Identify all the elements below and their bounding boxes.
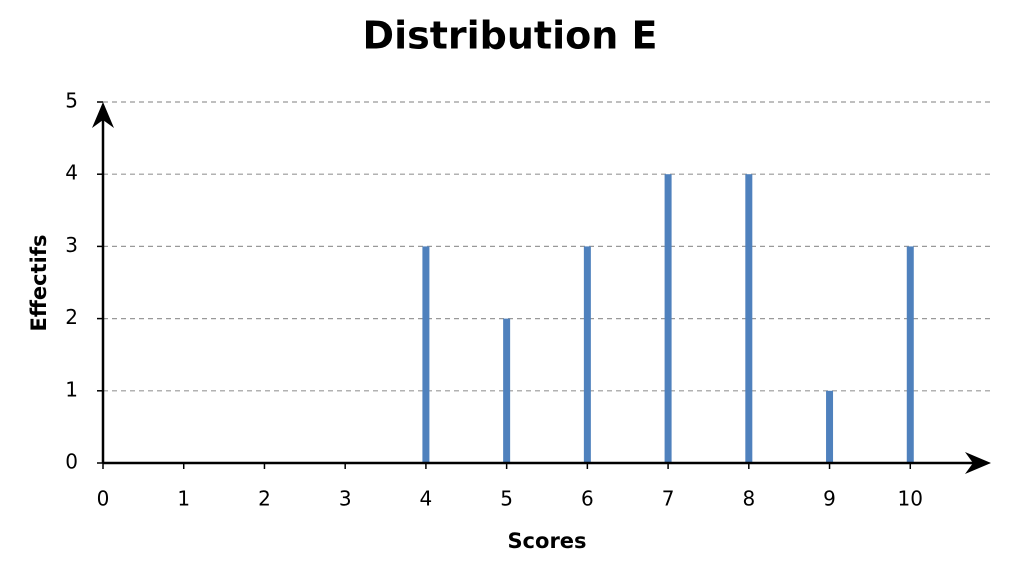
y-tick-label: 5 — [65, 89, 78, 113]
x-axis-title: Scores — [507, 529, 586, 553]
x-tick-label: 4 — [420, 487, 433, 511]
y-axis-title: Effectifs — [27, 235, 51, 332]
y-tick-label: 1 — [65, 377, 78, 401]
x-tick-label: 8 — [742, 487, 755, 511]
x-axis-arrow — [965, 452, 991, 474]
y-axis-arrow — [92, 102, 114, 128]
y-tick-label: 3 — [65, 233, 78, 257]
bar — [664, 174, 672, 463]
x-tick-label: 3 — [339, 487, 352, 511]
bar — [745, 174, 753, 463]
x-tick-label: 5 — [500, 487, 513, 511]
bar — [422, 246, 430, 463]
y-tick-label: 0 — [65, 450, 78, 474]
x-tick-label: 7 — [662, 487, 675, 511]
x-tick-label: 9 — [823, 487, 836, 511]
x-tick-label: 1 — [177, 487, 190, 511]
chart-title: Distribution E — [363, 14, 658, 58]
bar — [583, 246, 591, 463]
bar — [503, 318, 511, 463]
bar — [826, 390, 834, 463]
y-tick-label: 4 — [65, 161, 78, 185]
x-tick-label: 10 — [898, 487, 923, 511]
x-tick-label: 0 — [97, 487, 110, 511]
x-tick-label: 2 — [258, 487, 271, 511]
bar — [906, 246, 914, 463]
x-tick-label: 6 — [581, 487, 594, 511]
y-tick-label: 2 — [65, 305, 78, 329]
